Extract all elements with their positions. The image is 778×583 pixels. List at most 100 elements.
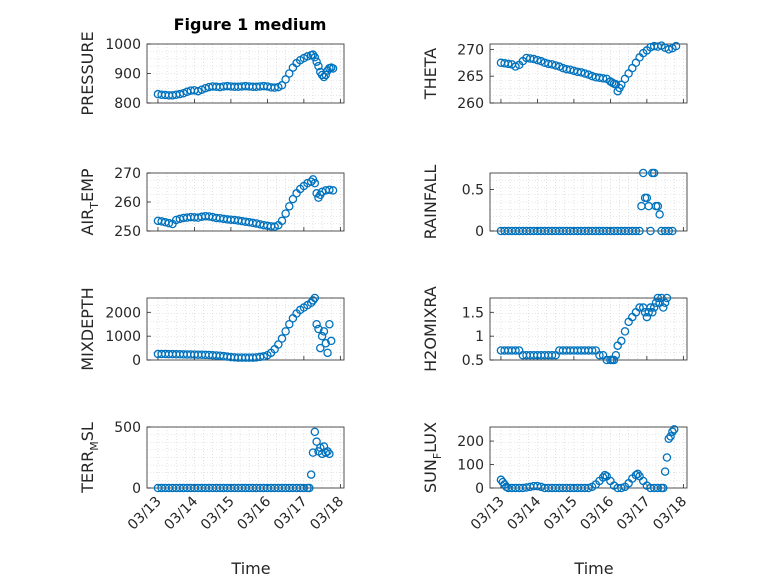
x-tick-label: 03/13 [468,494,508,534]
y-axis-label: H2OMIXRA [421,286,440,372]
data-point [323,447,332,456]
data-point [653,201,663,211]
y-tick-label: 0 [132,481,141,497]
data-point [595,350,604,360]
data-point [600,470,610,480]
data-point [306,470,316,479]
x-tick-label: 03/14 [161,493,201,533]
data-point [664,45,674,54]
data-point [285,319,294,329]
x-tick-label: 03/15 [198,494,238,534]
data-point [321,339,331,348]
data-point [299,483,309,493]
data-point [533,55,542,65]
x-tick-label: 03/14 [504,493,544,533]
y-tick-label: 1000 [105,37,141,53]
data-point [328,186,338,195]
data-point [317,331,327,341]
data-point [319,327,329,336]
data-point [281,327,290,336]
data-point [164,218,174,228]
data-point [633,469,643,479]
y-axis-label: PRESSURE [78,31,97,115]
y-tick-label: 1 [475,329,484,345]
data-point [285,69,294,78]
data-point [668,226,677,236]
x-tick-label: 03/16 [577,493,617,533]
data-point [310,53,320,62]
x-tick-label: 03/15 [541,494,581,534]
y-axis-label: MIXDEPTH [78,287,97,370]
data-point [662,293,672,303]
y-tick-label: 1.5 [462,305,484,321]
data-point [503,59,513,69]
data-point [642,193,652,203]
data-point [547,350,557,360]
data-point [310,427,320,437]
subplot-3: 250 260 270 AIRTEMP [78,166,345,240]
data-point [314,324,323,334]
data-point [609,355,619,365]
data-point [598,473,608,482]
data-point [631,308,641,317]
data-point [664,434,674,443]
data-point [310,178,320,188]
data-point [511,346,520,355]
data-point [281,75,290,84]
data-point [664,226,674,236]
data-point [326,336,336,346]
data-point [321,448,331,457]
data-point [598,74,608,83]
data-point [529,54,539,64]
y-axis-label: THETA [421,48,440,100]
subplot-4: 0 0.5 RAINFALL [421,165,688,240]
axes-box [489,43,688,104]
data-point [660,467,670,476]
data-point [325,185,334,195]
y-tick-label: 265 [457,69,484,85]
data-point [617,336,626,346]
data-point [328,64,338,73]
subplot-6: 0.5 1 1.5 H2OMIXRA [421,286,688,372]
y-axis-label: RAINFALL [421,165,440,240]
data-point [644,308,653,317]
data-point [547,60,557,69]
data-point [314,61,323,71]
data-point [649,303,659,312]
data-point [635,303,644,312]
data-point [655,210,664,219]
x-tick-label: 03/17 [271,494,311,534]
y-tick-label: 260 [457,96,484,112]
subplot-5: 0 1000 2000 MIXDEPTH [78,287,345,371]
y-tick-label: 200 [457,434,484,450]
data-point [317,70,327,80]
data-point [288,314,298,323]
x-axis-label-left: Time [230,559,270,578]
y-tick-label: 270 [114,166,141,182]
subplot-2: 260 265 270 THETA [421,41,688,112]
data-point [288,194,298,204]
data-point [277,81,287,90]
data-point [653,293,663,303]
figure-title: Figure 1 medium [174,15,327,34]
axes-box [489,426,688,489]
data-point [668,427,677,436]
x-tick-label: 03/18 [650,494,690,534]
data-point [325,449,334,459]
data-point [319,72,329,82]
data-point [662,453,672,462]
y-tick-label: 250 [114,224,141,240]
data-point [259,352,268,361]
data-point [646,226,655,236]
data-point [580,69,590,78]
y-tick-label: 2000 [105,305,141,321]
data-point [312,437,321,446]
data-point [551,61,560,70]
data-point [325,319,334,329]
data-point [310,293,320,303]
y-tick-label: 0 [475,224,484,240]
y-tick-label: 900 [114,67,141,83]
data-point [277,334,287,343]
y-tick-label: 800 [114,96,141,112]
data-point [175,89,185,99]
